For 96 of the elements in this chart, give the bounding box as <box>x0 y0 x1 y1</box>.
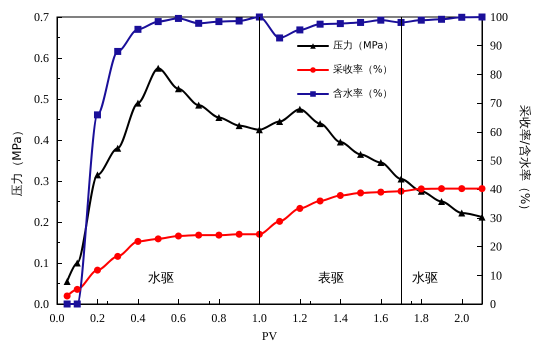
point <box>316 120 324 128</box>
y2-tick-label: 20 <box>490 240 502 254</box>
point <box>134 238 142 245</box>
y2-tick-label: 80 <box>490 67 502 82</box>
point <box>154 18 162 26</box>
point <box>64 300 71 308</box>
point <box>276 218 284 225</box>
x-tick-label: 1.0 <box>252 311 267 325</box>
point <box>336 20 344 28</box>
point <box>458 209 466 216</box>
point <box>438 198 446 205</box>
y-tick-label: 0.1 <box>34 256 49 270</box>
y-tick-label: 0.7 <box>34 10 49 24</box>
x-tick-label: 2.0 <box>454 311 470 325</box>
legend-label: 采收率（%） <box>333 64 393 76</box>
y-tick-label: 0.2 <box>34 215 49 229</box>
point <box>74 286 81 293</box>
point <box>174 85 182 92</box>
point <box>74 300 81 308</box>
point <box>458 14 466 21</box>
point <box>357 18 364 26</box>
annotation: 表驱 <box>318 271 344 286</box>
point <box>154 235 162 242</box>
x-tick-label: 1.6 <box>373 311 388 325</box>
x-tick-label: 1.8 <box>414 311 429 325</box>
x-tick-label: 1.2 <box>292 311 308 325</box>
point <box>438 185 446 192</box>
legend-label: 压力（MPa） <box>333 40 394 52</box>
annotation: 水驱 <box>148 271 174 286</box>
point <box>94 111 101 118</box>
point <box>438 16 446 23</box>
point <box>276 118 284 126</box>
point <box>215 114 222 121</box>
point <box>154 64 162 72</box>
point <box>418 16 425 24</box>
y2-tick-label: 0 <box>490 297 496 311</box>
point <box>357 150 364 158</box>
point <box>296 106 304 113</box>
y-axis-title: 压力（MPa） <box>10 124 24 197</box>
point <box>316 197 324 204</box>
y2-axis-title: 采收率/含水率（%） <box>518 104 532 216</box>
point <box>195 20 202 27</box>
point <box>94 171 101 178</box>
y-tick-label: 0.5 <box>34 92 49 106</box>
point <box>236 230 243 238</box>
y2-tick-label: 50 <box>490 154 502 168</box>
point <box>236 18 243 25</box>
point <box>195 232 202 239</box>
y-tick-label: 0.6 <box>34 51 49 65</box>
legend-label: 含水率（%） <box>333 88 393 100</box>
y2-tick-label: 70 <box>490 96 502 110</box>
point <box>64 278 71 285</box>
point <box>276 34 284 42</box>
point <box>64 292 71 300</box>
y2-tick-label: 60 <box>490 124 502 139</box>
x-tick-label: 1.4 <box>332 311 348 325</box>
x-axis-title: PV <box>262 329 278 343</box>
point <box>94 266 101 274</box>
y2-tick-label: 90 <box>490 38 502 53</box>
point <box>357 189 364 196</box>
y-tick-label: 0.4 <box>34 133 49 147</box>
point <box>336 192 344 200</box>
x-tick-label: 0.4 <box>130 311 146 325</box>
x-tick-label: 0.6 <box>170 311 186 325</box>
point <box>114 252 122 260</box>
point <box>215 232 222 239</box>
y-tick-label: 0.0 <box>34 297 49 311</box>
point <box>377 159 384 166</box>
y-tick-label: 0.3 <box>34 174 49 188</box>
point <box>114 144 122 152</box>
point <box>236 122 243 130</box>
x-tick-label: 0.2 <box>90 311 105 325</box>
point <box>478 14 486 20</box>
point <box>316 20 324 28</box>
annotation: 水驱 <box>412 271 438 286</box>
point <box>478 185 486 192</box>
x-tick-label: 0.0 <box>50 311 64 325</box>
y2-tick-label: 100 <box>490 10 508 24</box>
point <box>336 138 344 146</box>
point <box>458 185 466 192</box>
point <box>174 232 182 240</box>
point <box>114 48 122 55</box>
point <box>296 204 304 212</box>
y2-tick-label: 30 <box>490 210 502 225</box>
point <box>174 14 182 22</box>
point <box>296 26 304 34</box>
point <box>134 26 142 33</box>
point <box>215 18 222 26</box>
point <box>195 102 202 109</box>
point <box>377 188 384 196</box>
point <box>256 14 263 20</box>
x-tick-label: 0.8 <box>211 311 226 325</box>
point <box>377 16 384 24</box>
point <box>418 185 425 192</box>
y2-tick-label: 40 <box>490 182 502 196</box>
y2-tick-label: 10 <box>490 268 502 282</box>
